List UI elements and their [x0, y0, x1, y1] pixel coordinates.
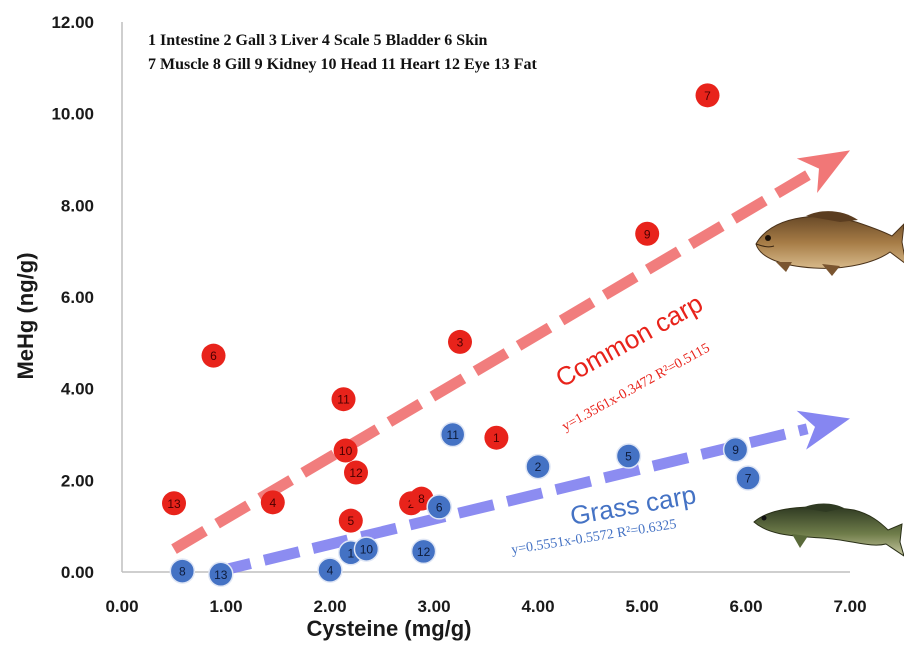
common-carp-point-label: 1	[493, 431, 500, 445]
grass-carp-point-label: 1	[347, 546, 354, 560]
y-axis-title: MeHg (ng/g)	[13, 252, 38, 379]
common-carp-marker	[260, 490, 285, 515]
y-tick-label: 10.00	[51, 105, 94, 124]
common-carp-point-label: 9	[644, 227, 651, 241]
grass-carp-marker	[426, 494, 452, 520]
common-carp-point-3: 3	[448, 329, 472, 354]
x-tick-label: 6.00	[729, 597, 762, 616]
common-carp-marker	[333, 438, 358, 463]
tissue-legend-line-1: 1 Intestine 2 Gall 3 Liver 4 Scale 5 Bla…	[148, 32, 488, 49]
data-points: 123456789101112131245678910111213	[162, 83, 761, 588]
common-carp-point-9: 9	[635, 221, 660, 246]
grass-carp-point-label: 7	[745, 472, 752, 486]
grass-carp-point-10: 10	[353, 536, 380, 562]
common-carp-image	[755, 211, 904, 276]
common-carp-point-label: 6	[210, 349, 217, 363]
common-carp-point-13: 13	[162, 491, 186, 516]
grass-carp-marker	[410, 538, 437, 565]
grass-carp-point-label: 11	[446, 428, 459, 442]
grass-carp-marker	[735, 465, 761, 491]
common-carp-point-5: 5	[338, 508, 363, 533]
grass-carp-point-2: 2	[525, 453, 551, 480]
common-carp-point-label: 5	[347, 514, 354, 528]
common-carp-marker	[695, 83, 720, 108]
common-carp-point-label: 3	[457, 335, 464, 349]
grass-carp-point-7: 7	[735, 465, 761, 491]
grass-carp-marker	[722, 436, 749, 463]
common-carp-point-4: 4	[260, 490, 285, 515]
x-tick-label: 1.00	[209, 597, 242, 616]
common-carp-point-label: 11	[337, 393, 350, 407]
grass-carp-point-13: 13	[208, 561, 234, 588]
grass-carp-marker	[208, 561, 234, 588]
x-tick-labels: 0.00 1.00 2.00 3.00 4.00 5.00 6.00 7.00	[105, 597, 866, 616]
trend-arrows	[171, 150, 850, 578]
common-carp-point-1: 1	[484, 425, 509, 450]
grass-carp-point-5: 5	[615, 443, 642, 469]
x-tick-label: 3.00	[417, 597, 450, 616]
grass-carp-marker	[525, 453, 551, 480]
grass-carp-point-label: 9	[732, 443, 739, 457]
x-tick-label: 5.00	[625, 597, 658, 616]
common-carp-point-label: 13	[167, 497, 181, 511]
x-tick-label: 7.00	[833, 597, 866, 616]
common-carp-marker	[201, 343, 226, 368]
common-carp-marker	[338, 508, 363, 533]
grass-carp-point-6: 6	[426, 494, 452, 520]
y-tick-label: 8.00	[61, 196, 94, 215]
grass-carp-point-label: 8	[179, 565, 186, 579]
common-carp-marker	[484, 425, 509, 450]
y-tick-labels: 0.00 2.00 4.00 6.00 8.00 10.00 12.00	[51, 13, 94, 582]
y-tick-label: 6.00	[61, 288, 94, 307]
grass-carp-image	[753, 503, 904, 557]
grass-carp-point-4: 4	[317, 557, 343, 583]
trend-arrowhead-grass-carp	[796, 410, 850, 450]
grass-carp-point-11: 11	[439, 421, 466, 448]
x-tick-label: 0.00	[105, 597, 138, 616]
y-tick-label: 4.00	[61, 380, 94, 399]
common-carp-marker	[448, 329, 472, 354]
grass-carp-point-8: 8	[169, 558, 196, 584]
x-tick-label: 2.00	[313, 597, 346, 616]
x-tick-label: 4.00	[521, 597, 554, 616]
common-carp-point-label: 12	[349, 466, 363, 480]
grass-carp-marker	[353, 536, 380, 562]
grass-carp-marker	[317, 557, 343, 583]
grass-carp-marker	[439, 421, 466, 448]
common-carp-marker	[344, 460, 368, 485]
grass-carp-point-12: 12	[410, 538, 437, 565]
grass-carp-point-label: 6	[436, 500, 443, 514]
common-carp-point-label: 8	[418, 492, 425, 506]
grass-carp-point-label: 5	[625, 450, 632, 464]
common-carp-point-7: 7	[695, 83, 720, 108]
common-carp-marker	[331, 387, 356, 412]
common-carp-marker	[635, 221, 660, 246]
trend-line-common-carp	[171, 167, 815, 554]
common-carp-point-label: 10	[339, 444, 353, 458]
common-carp-point-10: 10	[333, 438, 358, 463]
common-carp-point-label: 4	[269, 496, 276, 510]
trend-line-grass-carp	[214, 423, 809, 578]
common-carp-marker	[162, 491, 186, 516]
x-axis-title: Cysteine (mg/g)	[306, 616, 471, 641]
y-tick-label: 2.00	[61, 471, 94, 490]
grass-carp-point-label: 4	[327, 564, 334, 578]
grass-carp-point-label: 10	[360, 543, 374, 557]
grass-carp-point-label: 2	[535, 460, 542, 474]
common-carp-point-label: 7	[704, 89, 711, 103]
common-carp-point-11: 11	[331, 387, 356, 412]
trend-arrowhead-common-carp	[796, 150, 850, 193]
grass-carp-point-label: 12	[417, 545, 431, 559]
common-carp-point-12: 12	[344, 460, 368, 485]
y-tick-label: 12.00	[51, 13, 94, 32]
grass-carp-marker	[169, 558, 196, 584]
common-carp-point-6: 6	[201, 343, 226, 368]
grass-carp-point-label: 13	[214, 568, 228, 582]
grass-carp-marker	[615, 443, 642, 469]
tissue-legend-line-2: 7 Muscle 8 Gill 9 Kidney 10 Head 11 Hear…	[148, 56, 538, 73]
y-tick-label: 0.00	[61, 563, 94, 582]
common-carp-label: Common carp	[550, 288, 707, 393]
grass-carp-point-9: 9	[722, 436, 749, 463]
